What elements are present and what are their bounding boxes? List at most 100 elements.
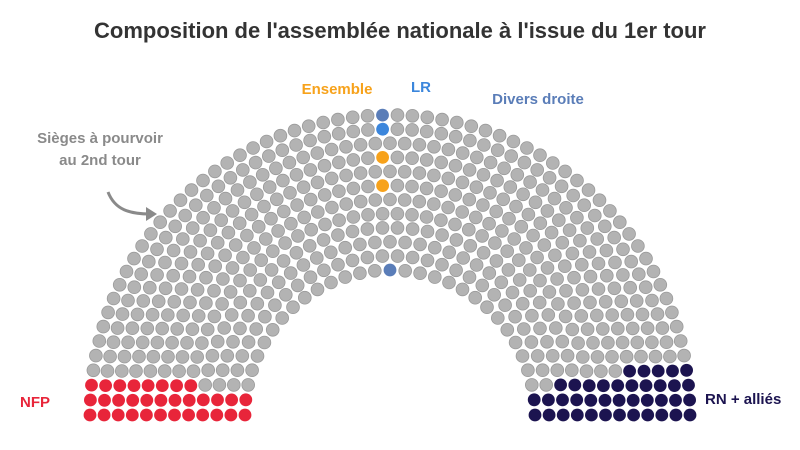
seat [361, 151, 375, 166]
seat [510, 168, 525, 182]
seat [434, 213, 448, 228]
seat [198, 378, 213, 392]
seat [515, 296, 530, 311]
seat [301, 119, 316, 133]
seat [235, 349, 250, 363]
seat [199, 296, 213, 310]
seat [103, 349, 117, 364]
seat [201, 363, 216, 378]
seat [397, 136, 412, 151]
seat [360, 222, 375, 236]
seat [639, 379, 653, 392]
seat [540, 334, 554, 349]
seat [476, 198, 490, 212]
seat [653, 277, 668, 292]
seat [291, 229, 305, 243]
seat [631, 239, 645, 253]
seat [519, 241, 533, 255]
seat [383, 164, 397, 179]
seat [435, 228, 449, 242]
seat [283, 266, 298, 280]
seat [495, 224, 509, 238]
seat [174, 282, 189, 296]
seat [125, 321, 140, 336]
seat [367, 263, 382, 278]
seat [512, 273, 527, 287]
seat [115, 307, 130, 321]
seat [469, 180, 484, 195]
party-seats [83, 378, 253, 422]
seat [522, 263, 537, 277]
seat [178, 208, 193, 223]
seat [607, 281, 622, 296]
seat [582, 379, 596, 393]
seat [551, 297, 565, 311]
seat [666, 364, 679, 378]
seat [360, 250, 375, 265]
seat [331, 155, 346, 170]
seat [287, 123, 302, 138]
seat [193, 233, 207, 248]
seat [412, 166, 427, 180]
seat [276, 254, 291, 268]
seat [345, 253, 360, 268]
seat [540, 261, 555, 275]
seat [214, 213, 229, 228]
seat [631, 267, 646, 282]
seat [190, 350, 205, 364]
seat [310, 282, 325, 297]
seat [468, 290, 483, 305]
seat [669, 319, 684, 334]
party-seats [376, 151, 389, 193]
seat [625, 321, 640, 336]
seat [375, 249, 390, 263]
seat [390, 108, 405, 122]
seat [526, 228, 540, 243]
seat [413, 266, 427, 281]
seat [515, 349, 530, 363]
seat [475, 278, 490, 293]
seat [655, 408, 669, 422]
seat [254, 253, 269, 268]
seat [309, 251, 324, 265]
seat [275, 311, 290, 325]
seat [182, 269, 197, 284]
seat [237, 195, 252, 210]
seat [603, 204, 617, 218]
seat [284, 216, 298, 231]
seat [151, 294, 166, 309]
seat [346, 210, 361, 224]
seat [427, 140, 441, 154]
seat [586, 335, 600, 350]
seat [613, 408, 626, 422]
seat [533, 216, 548, 231]
seat [448, 188, 463, 202]
seat [564, 363, 579, 378]
seat [158, 281, 173, 296]
seat [302, 239, 317, 253]
party-seats [383, 108, 691, 392]
seat [591, 282, 606, 296]
seat [183, 295, 197, 310]
seat [175, 350, 190, 364]
seat [390, 178, 405, 193]
seat [210, 235, 225, 250]
seat [268, 298, 282, 313]
seat [323, 245, 338, 260]
seat [271, 275, 286, 290]
seat [153, 215, 168, 230]
seat [651, 364, 665, 378]
seat [260, 285, 275, 300]
seat [168, 408, 181, 422]
seat [419, 210, 434, 224]
seat [184, 379, 198, 393]
seat [500, 322, 515, 337]
seat [516, 322, 531, 336]
seat [150, 242, 164, 257]
seat [521, 207, 536, 222]
seat [585, 408, 598, 422]
seat [611, 379, 625, 392]
seat [566, 188, 580, 203]
seat [626, 393, 640, 407]
seat [140, 408, 153, 422]
